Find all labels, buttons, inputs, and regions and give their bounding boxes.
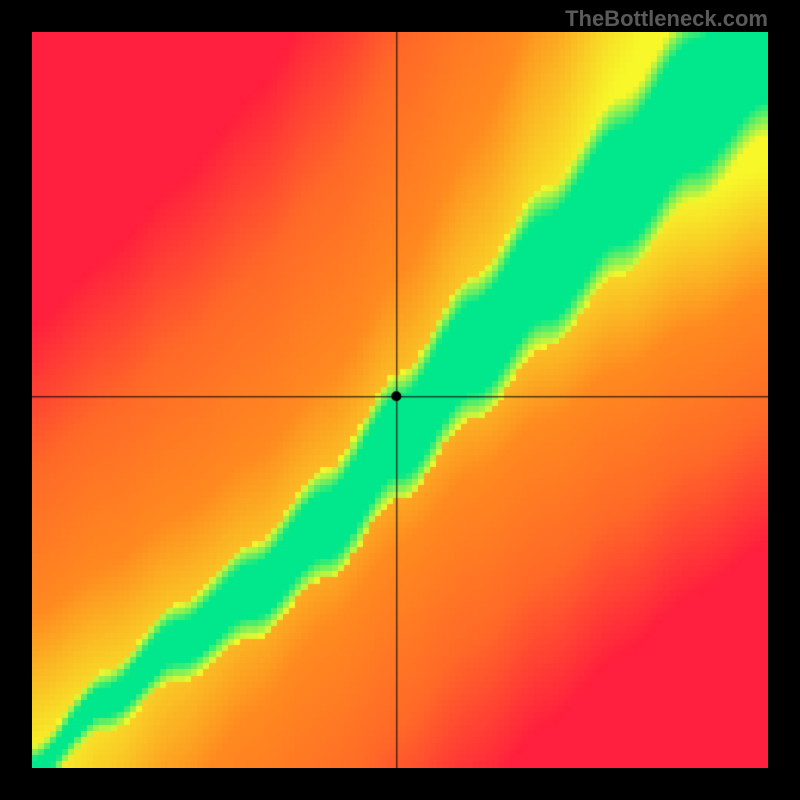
chart-container: TheBottleneck.com	[0, 0, 800, 800]
bottleneck-heatmap	[32, 32, 768, 768]
watermark-text: TheBottleneck.com	[565, 6, 768, 32]
